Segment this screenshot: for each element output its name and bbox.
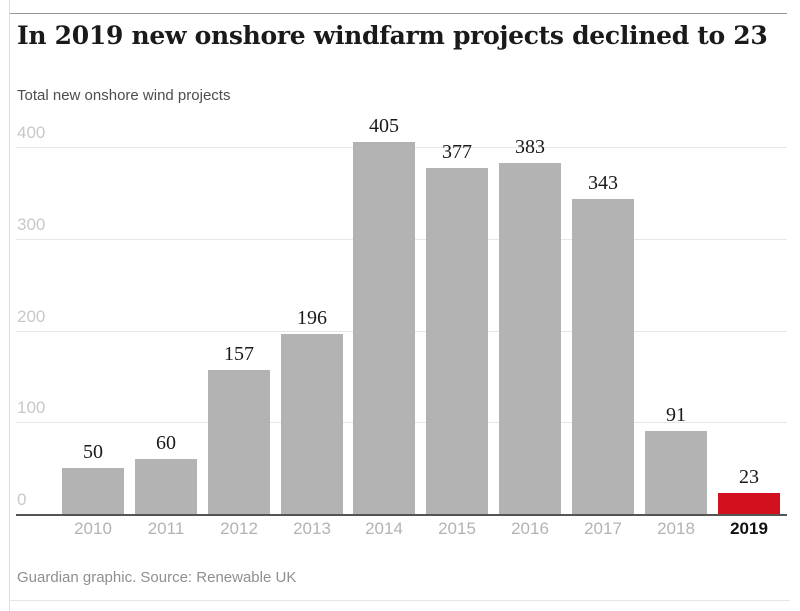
x-axis-tick-2010: 2010	[74, 519, 112, 538]
x-axis-tick-2016: 2016	[511, 519, 549, 538]
gridline-400	[16, 147, 787, 148]
bar-value-label-2015: 377	[442, 141, 472, 163]
y-axis-tick-100: 100	[17, 398, 46, 417]
bar-2015	[426, 168, 488, 514]
x-axis-line	[16, 514, 787, 516]
x-axis-tick-2012: 2012	[220, 519, 258, 538]
bar-2019	[718, 493, 780, 514]
bar-value-label-2012: 157	[224, 343, 254, 365]
left-border-line	[9, 0, 10, 611]
bar-value-label-2011: 60	[156, 432, 176, 454]
bar-2010	[62, 468, 124, 514]
gridline-200	[16, 331, 787, 332]
bar-2012	[208, 370, 270, 514]
chart-subtitle: Total new onshore wind projects	[17, 87, 231, 104]
bar-value-label-2017: 343	[588, 172, 618, 194]
y-axis-tick-0: 0	[17, 490, 27, 509]
bar-value-label-2019: 23	[739, 466, 759, 488]
x-axis-tick-2018: 2018	[657, 519, 695, 538]
bar-value-label-2016: 383	[515, 136, 545, 158]
y-axis-tick-300: 300	[17, 215, 46, 234]
bottom-divider	[10, 600, 790, 601]
x-axis-tick-2019: 2019	[730, 519, 768, 538]
bar-2013	[281, 334, 343, 514]
bar-value-label-2014: 405	[369, 115, 399, 137]
bar-value-label-2018: 91	[666, 404, 686, 426]
y-axis-tick-400: 400	[17, 123, 46, 142]
bar-2018	[645, 431, 707, 514]
y-axis-tick-200: 200	[17, 307, 46, 326]
x-axis-tick-2013: 2013	[293, 519, 331, 538]
bar-2011	[135, 459, 197, 514]
source-note: Guardian graphic. Source: Renewable UK	[17, 569, 297, 586]
x-axis-tick-2015: 2015	[438, 519, 476, 538]
top-divider	[10, 13, 787, 14]
bar-value-label-2010: 50	[83, 441, 103, 463]
gridline-100	[16, 422, 787, 423]
chart-title: In 2019 new onshore windfarm projects de…	[17, 21, 768, 50]
bar-2016	[499, 163, 561, 514]
bar-2014	[353, 142, 415, 514]
gridline-300	[16, 239, 787, 240]
x-axis-tick-2014: 2014	[365, 519, 403, 538]
bar-value-label-2013: 196	[297, 307, 327, 329]
x-axis-tick-2017: 2017	[584, 519, 622, 538]
bar-2017	[572, 199, 634, 514]
x-axis-tick-2011: 2011	[147, 519, 185, 538]
